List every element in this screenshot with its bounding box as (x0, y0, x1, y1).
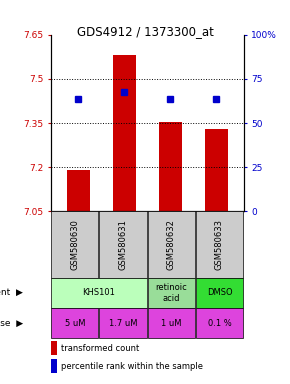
Text: GDS4912 / 1373300_at: GDS4912 / 1373300_at (77, 25, 213, 38)
Text: GSM580633: GSM580633 (215, 219, 224, 270)
Bar (196, 308, 243, 338)
Bar (51, 359, 57, 373)
Text: 1 uM: 1 uM (161, 319, 182, 328)
Text: KHS101: KHS101 (83, 288, 115, 298)
Text: transformed count: transformed count (61, 344, 139, 353)
Text: retinoic
acid: retinoic acid (155, 283, 187, 303)
Bar (99, 212, 147, 278)
Bar (51, 212, 99, 278)
Bar (67, 170, 90, 212)
Text: GSM580631: GSM580631 (119, 219, 128, 270)
Text: 0.1 %: 0.1 % (208, 319, 231, 328)
Bar (148, 308, 195, 338)
Text: percentile rank within the sample: percentile rank within the sample (61, 362, 203, 371)
Text: dose  ▶: dose ▶ (0, 319, 23, 328)
Bar (148, 278, 195, 308)
Bar (51, 278, 147, 308)
Bar (196, 278, 243, 308)
Bar (51, 308, 99, 338)
Text: DMSO: DMSO (207, 288, 232, 298)
Text: 5 uM: 5 uM (65, 319, 85, 328)
Bar (113, 55, 136, 212)
Text: 1.7 uM: 1.7 uM (109, 319, 137, 328)
Bar (196, 212, 243, 278)
Bar (51, 341, 57, 356)
Bar (204, 129, 228, 212)
Bar (148, 212, 195, 278)
Text: GSM580632: GSM580632 (167, 219, 176, 270)
Text: GSM580630: GSM580630 (70, 219, 79, 270)
Text: agent  ▶: agent ▶ (0, 288, 23, 298)
Bar (99, 308, 147, 338)
Bar (159, 121, 182, 212)
